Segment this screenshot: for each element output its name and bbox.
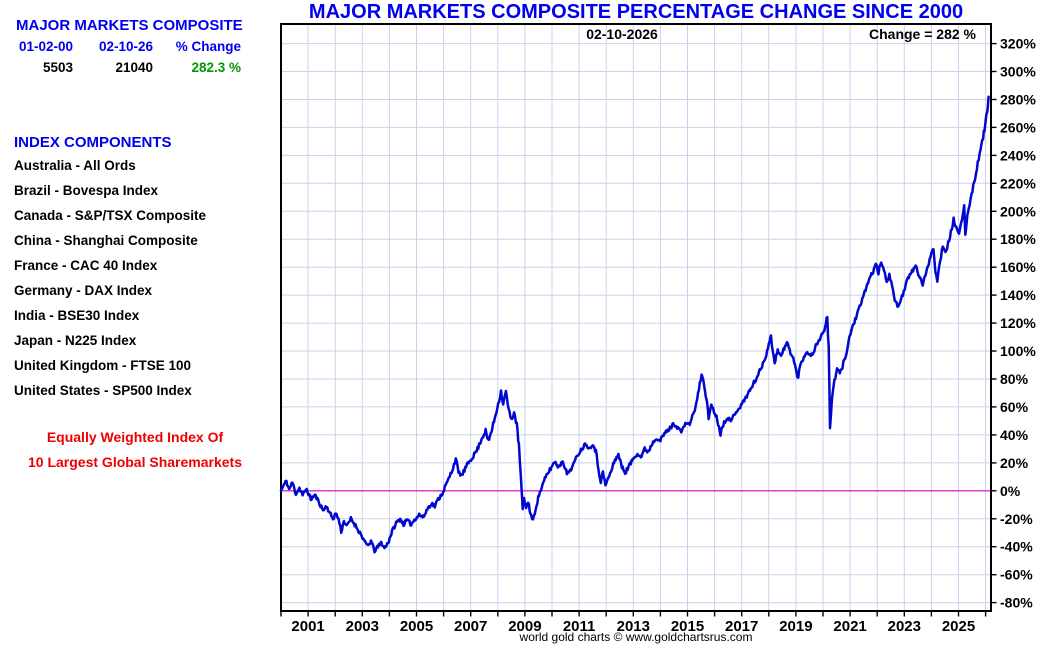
chart-change-label: Change = 282 % (869, 26, 976, 42)
equal-weight-note-line2: 10 Largest Global Sharemarkets (28, 454, 242, 470)
component-item-brazil: Brazil - Bovespa Index (14, 183, 159, 198)
composite-stats-table: 01-02-00 02-10-26 % Change 5503 21040 28… (15, 39, 241, 81)
y-axis-tick-label: 160% (1000, 259, 1036, 275)
y-axis-tick-label: -20% (1000, 511, 1033, 527)
x-axis-tick-label: 2009 (508, 618, 541, 635)
sidebar: MAJOR MARKETS COMPOSITE 01-02-00 02-10-2… (0, 0, 270, 650)
stats-pct-change-value: 282.3 % (191, 60, 241, 75)
y-axis-tick-label: 200% (1000, 203, 1036, 219)
component-item-us: United States - SP500 Index (14, 383, 192, 398)
stats-header-pct-change: % Change (175, 39, 241, 54)
components-title: INDEX COMPONENTS (14, 134, 172, 151)
y-axis-tick-label: 220% (1000, 175, 1036, 191)
stats-end-value: 21040 (115, 60, 153, 75)
x-axis-tick-label: 2025 (942, 618, 975, 635)
plot-border (280, 23, 992, 612)
x-axis-tick-label: 2003 (346, 618, 379, 635)
y-axis-tick-label: 140% (1000, 287, 1036, 303)
x-axis-tick-label: 2001 (291, 618, 324, 635)
component-item-france: France - CAC 40 Index (14, 258, 158, 273)
y-axis-tick-label: 260% (1000, 119, 1036, 135)
footer-credit: world gold charts © www.goldchartsrus.co… (519, 630, 753, 644)
y-axis-tick-label: 40% (1000, 427, 1029, 443)
x-axis-tick-label: 2007 (454, 618, 487, 635)
y-axis-tick-label: 0% (1000, 483, 1021, 499)
x-axis-tick-label: 2017 (725, 618, 758, 635)
y-axis-tick-label: 320% (1000, 36, 1036, 52)
components-list: Australia - All Ords Brazil - Bovespa In… (14, 153, 270, 403)
component-item-uk: United Kingdom - FTSE 100 (14, 358, 192, 373)
y-axis-tick-label: 280% (1000, 92, 1036, 108)
page-title: MAJOR MARKETS COMPOSITE PERCENTAGE CHANG… (308, 1, 964, 23)
component-item-japan: Japan - N225 Index (14, 333, 137, 348)
component-item-india: India - BSE30 Index (14, 308, 140, 323)
y-axis-tick-label: -80% (1000, 595, 1033, 611)
y-axis-tick-label: -40% (1000, 539, 1033, 555)
y-axis-tick-label: 100% (1000, 343, 1036, 359)
equal-weight-note-line1: Equally Weighted Index Of (46, 429, 224, 445)
y-axis-tick-label: 300% (1000, 64, 1036, 80)
x-axis-tick-label: 2011 (563, 618, 596, 635)
component-item-canada: Canada - S&P/TSX Composite (14, 208, 207, 223)
y-axis-tick-label: 180% (1000, 231, 1036, 247)
y-axis-tick-label: 80% (1000, 371, 1029, 387)
stats-header-start-date: 01-02-00 (18, 39, 73, 54)
component-item-china: China - Shanghai Composite (14, 233, 198, 248)
y-axis-tick-label: 20% (1000, 455, 1029, 471)
y-axis-tick-label: 120% (1000, 315, 1036, 331)
stats-header-end-date: 02-10-26 (98, 39, 153, 54)
y-axis-tick-label: 60% (1000, 399, 1029, 415)
component-item-germany: Germany - DAX Index (14, 283, 153, 298)
chart-date-label: 02-10-2026 (586, 26, 658, 42)
stats-start-value: 5503 (42, 60, 73, 75)
composite-series-line (279, 95, 990, 554)
x-axis-tick-label: 2013 (617, 618, 650, 635)
x-axis-tick-label: 2015 (671, 618, 704, 635)
x-axis-tick-label: 2019 (779, 618, 812, 635)
y-axis-tick-label: 240% (1000, 147, 1036, 163)
composite-title: MAJOR MARKETS COMPOSITE (16, 17, 243, 34)
x-axis-tick-label: 2021 (833, 618, 866, 635)
x-axis-tick-label: 2023 (888, 618, 921, 635)
component-item-australia: Australia - All Ords (14, 158, 136, 173)
x-axis-tick-label: 2005 (400, 618, 433, 635)
y-axis-tick-label: -60% (1000, 567, 1033, 583)
